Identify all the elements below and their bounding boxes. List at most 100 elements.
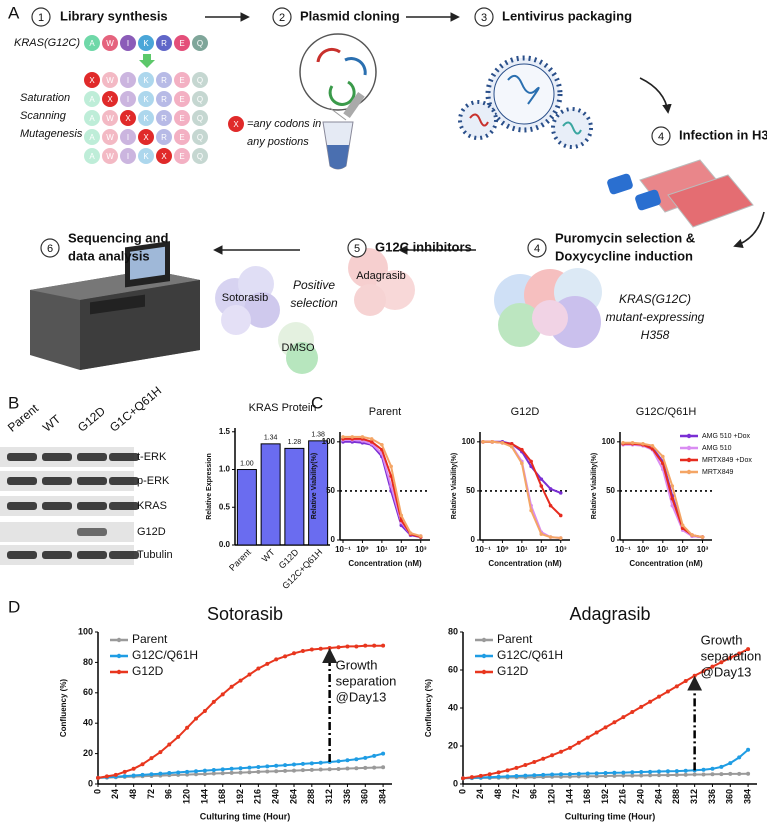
data-point — [585, 735, 590, 740]
data-point — [363, 643, 368, 648]
lane-label: G12D — [75, 404, 108, 435]
residue — [84, 110, 100, 126]
data-point — [710, 772, 715, 777]
step-label: Library synthesis — [60, 8, 168, 23]
data-point — [657, 769, 661, 774]
data-point — [648, 699, 653, 704]
data-point — [621, 770, 626, 775]
data-point — [630, 441, 635, 445]
data-point — [576, 771, 581, 776]
data-point — [490, 440, 495, 444]
legend-label: Parent — [497, 632, 533, 646]
data-point — [670, 484, 675, 488]
data-point — [469, 775, 474, 780]
residue — [174, 72, 190, 88]
data-point — [719, 764, 724, 769]
step-label: Puromycin selection & — [555, 230, 695, 245]
x-axis-label: Culturing time (Hour) — [565, 811, 656, 821]
data-point — [418, 534, 423, 538]
data-point — [550, 772, 555, 777]
x-tick-label: 0 — [92, 789, 102, 794]
legend-marker — [686, 469, 692, 475]
data-point — [140, 772, 145, 777]
step-badge — [651, 126, 671, 146]
x-tick-label: 24 — [475, 789, 485, 799]
down-arrow — [139, 54, 155, 68]
data-point — [318, 760, 323, 765]
data-point — [220, 771, 225, 776]
residue-letter: K — [143, 152, 149, 161]
data-point — [238, 678, 243, 683]
data-point — [300, 761, 305, 766]
residue-letter: R — [161, 95, 167, 104]
data-point — [661, 454, 665, 459]
y-axis-label: Relative Viability(%) — [451, 453, 458, 519]
data-point — [746, 771, 751, 776]
residue — [156, 35, 172, 51]
residue-letter: A — [89, 39, 95, 48]
mutagenesis-label: Mutagenesis — [20, 128, 83, 140]
y-tick-label: 100 — [78, 626, 93, 636]
panel-label: C — [311, 393, 323, 412]
data-point — [670, 503, 675, 508]
step-badge — [40, 238, 60, 258]
data-point — [309, 647, 314, 652]
data-point — [576, 740, 581, 745]
data-point — [621, 715, 626, 720]
chart-title: Sotorasib — [207, 604, 283, 624]
data-point — [665, 689, 670, 694]
drug-label: DMSO — [282, 342, 315, 354]
data-point — [674, 772, 679, 777]
data-point — [167, 742, 172, 747]
data-point — [229, 770, 234, 775]
data-point — [96, 775, 100, 780]
data-point — [639, 770, 644, 775]
data-point — [341, 435, 345, 439]
data-point — [567, 745, 572, 750]
residue-letter: A — [89, 114, 95, 123]
data-point — [728, 761, 733, 766]
blot-band — [7, 477, 37, 485]
y-tick-label: 50 — [466, 486, 475, 495]
data-point — [541, 756, 546, 761]
value-label: 1.38 — [311, 432, 325, 439]
data-point — [594, 771, 599, 776]
x-tick-label: 216 — [618, 789, 628, 804]
residue — [138, 72, 154, 88]
data-point — [372, 643, 377, 648]
legend-marker — [481, 669, 487, 675]
blot-band — [42, 551, 72, 559]
step-badge — [527, 238, 547, 258]
y-axis-label: Relative Viability(%) — [591, 453, 598, 519]
data-point — [360, 435, 365, 439]
data-point — [746, 647, 751, 652]
data-point — [548, 535, 553, 539]
x-tick-label: 216 — [253, 789, 263, 804]
data-point — [372, 753, 377, 758]
step-number: 4 — [658, 131, 664, 143]
data-point — [487, 775, 492, 780]
data-point — [229, 684, 234, 689]
data-point — [523, 773, 528, 778]
data-point — [345, 766, 350, 771]
data-point — [354, 766, 359, 771]
data-point — [680, 523, 685, 528]
data-point — [514, 765, 519, 770]
step-label: Infection in H358 — [679, 127, 767, 142]
data-point — [603, 774, 608, 779]
panel-label: A — [8, 3, 20, 22]
step-badge — [272, 7, 292, 27]
step-label: Sequencing and — [68, 230, 168, 245]
y-tick-label: 50 — [606, 486, 615, 495]
x-tick-label: 48 — [128, 789, 138, 799]
data-point — [372, 765, 377, 770]
data-point — [265, 764, 270, 769]
residue — [102, 35, 118, 51]
data-point — [122, 769, 127, 774]
y-tick-label: 20 — [448, 740, 458, 750]
data-point — [539, 484, 544, 488]
data-point — [363, 755, 368, 760]
y-tick-label: 60 — [448, 664, 458, 674]
data-point — [185, 772, 190, 777]
residue-letter: R — [161, 133, 167, 142]
